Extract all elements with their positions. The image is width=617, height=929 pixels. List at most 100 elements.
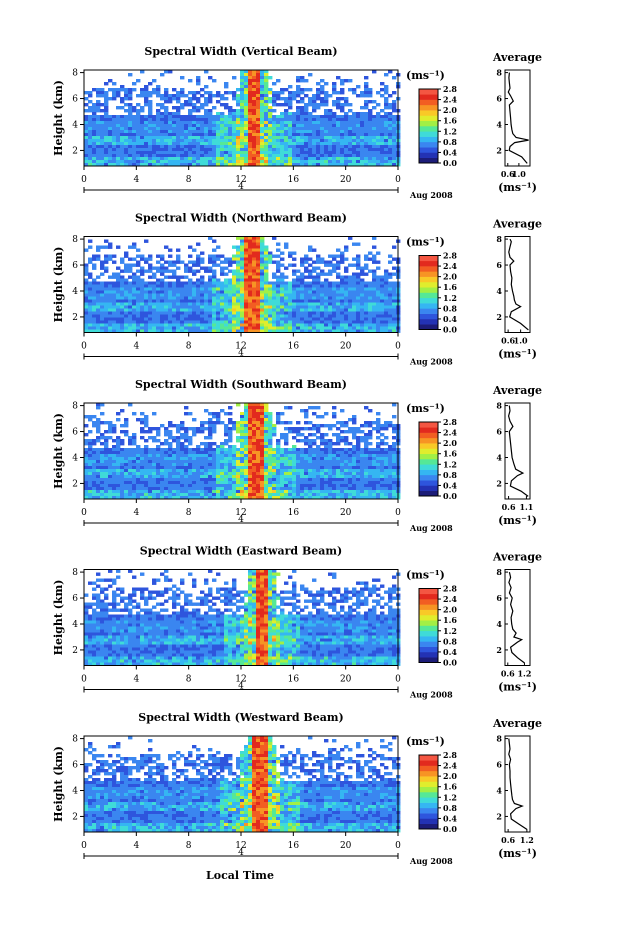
heatmap-cell	[232, 451, 237, 455]
heatmap-cell	[288, 314, 293, 318]
heatmap-cell	[260, 305, 265, 309]
heatmap-cell	[244, 326, 249, 330]
heatmap-cell	[236, 100, 241, 104]
heatmap-cell	[172, 475, 177, 479]
heatmap-cell	[288, 136, 293, 140]
heatmap-cell	[184, 263, 189, 267]
colorbar-swatch	[419, 157, 438, 164]
heatmap-cell	[104, 436, 109, 440]
heatmap-cell	[120, 115, 125, 119]
heatmap-cell	[244, 490, 249, 494]
heatmap-cell	[256, 124, 261, 128]
heatmap-cell	[240, 260, 245, 264]
heatmap-cell	[84, 493, 89, 497]
heatmap-cell	[244, 287, 249, 291]
heatmap-cell	[332, 281, 337, 285]
heatmap-cell	[132, 442, 137, 446]
heatmap-cell	[392, 305, 397, 309]
heatmap-cell	[372, 157, 377, 161]
y-tick-label: 2	[72, 146, 78, 156]
heatmap-cell	[268, 76, 273, 80]
heatmap-cell	[256, 148, 261, 152]
heatmap-cell	[344, 248, 349, 252]
heatmap-cell	[220, 466, 225, 470]
heatmap-cell	[356, 133, 361, 137]
heatmap-cell	[324, 121, 329, 125]
heatmap-cell	[212, 460, 217, 464]
heatmap-cell	[308, 136, 313, 140]
heatmap-cell	[272, 127, 277, 131]
heatmap-cell	[236, 130, 241, 134]
heatmap-cell	[224, 142, 229, 146]
heatmap-cell	[356, 160, 361, 164]
heatmap-cell	[136, 484, 141, 488]
heatmap-cell	[156, 457, 161, 461]
heatmap-cell	[144, 115, 149, 119]
heatmap-cell	[160, 124, 165, 128]
heatmap-cell	[268, 106, 273, 110]
heatmap-cell	[240, 154, 245, 158]
heatmap-cell	[172, 284, 177, 288]
heatmap-cell	[292, 160, 297, 164]
heatmap-cell	[108, 484, 113, 488]
heatmap-cell	[208, 284, 213, 288]
heatmap-cell	[188, 142, 193, 146]
heatmap-cell	[248, 457, 253, 461]
heatmap-cell	[316, 305, 321, 309]
heatmap-cell	[328, 317, 333, 321]
heatmap-cell	[160, 442, 165, 446]
heatmap-cell	[100, 157, 105, 161]
heatmap-cell	[320, 88, 325, 92]
heatmap-cell	[384, 157, 389, 161]
heatmap-cell	[96, 490, 101, 494]
heatmap-cell	[312, 160, 317, 164]
heatmap-cell	[136, 148, 141, 152]
profile-x-label: (ms⁻¹)	[498, 181, 537, 194]
heatmap-cell	[100, 314, 105, 318]
heatmap-cell	[84, 130, 89, 134]
heatmap-cell	[104, 487, 109, 491]
heatmap-cell	[268, 439, 273, 443]
heatmap-cell	[108, 163, 113, 167]
heatmap-cell	[220, 130, 225, 134]
heatmap-cell	[256, 293, 261, 297]
heatmap-cell	[188, 412, 193, 416]
heatmap-cell	[244, 242, 249, 246]
heatmap-cell	[228, 481, 233, 485]
heatmap-cell	[156, 260, 161, 264]
heatmap-cell	[252, 82, 257, 86]
heatmap-cell	[376, 314, 381, 318]
heatmap-cell	[116, 412, 121, 416]
heatmap-cell	[264, 403, 269, 407]
heatmap-cell	[212, 448, 217, 452]
heatmap-cell	[160, 487, 165, 491]
heatmap-cell	[236, 326, 241, 330]
heatmap-cell	[156, 323, 161, 327]
heatmap-cell	[136, 248, 141, 252]
heatmap-cell	[208, 124, 213, 128]
heatmap-cell	[352, 142, 357, 146]
heatmap-cell	[216, 308, 221, 312]
heatmap-cell	[208, 418, 213, 422]
heatmap-cell	[384, 290, 389, 294]
heatmap-cell	[240, 112, 245, 116]
heatmap-cell	[224, 430, 229, 434]
heatmap-cell	[232, 320, 237, 324]
heatmap-cell	[180, 142, 185, 146]
heatmap-cell	[196, 127, 201, 131]
heatmap-cell	[392, 281, 397, 285]
heatmap-cell	[264, 124, 269, 128]
heatmap-cell	[120, 484, 125, 488]
heatmap-cell	[212, 157, 217, 161]
heatmap-cell	[348, 326, 353, 330]
heatmap-cell	[156, 329, 161, 333]
heatmap-cell	[360, 148, 365, 152]
heatmap-cell	[224, 442, 229, 446]
heatmap-cell	[260, 157, 265, 161]
heatmap-cell	[84, 148, 89, 152]
colorbar-swatch	[419, 89, 438, 95]
heatmap-cell	[180, 106, 185, 110]
heatmap-cell	[128, 145, 133, 149]
heatmap-cell	[360, 299, 365, 303]
heatmap-cell	[128, 287, 133, 291]
